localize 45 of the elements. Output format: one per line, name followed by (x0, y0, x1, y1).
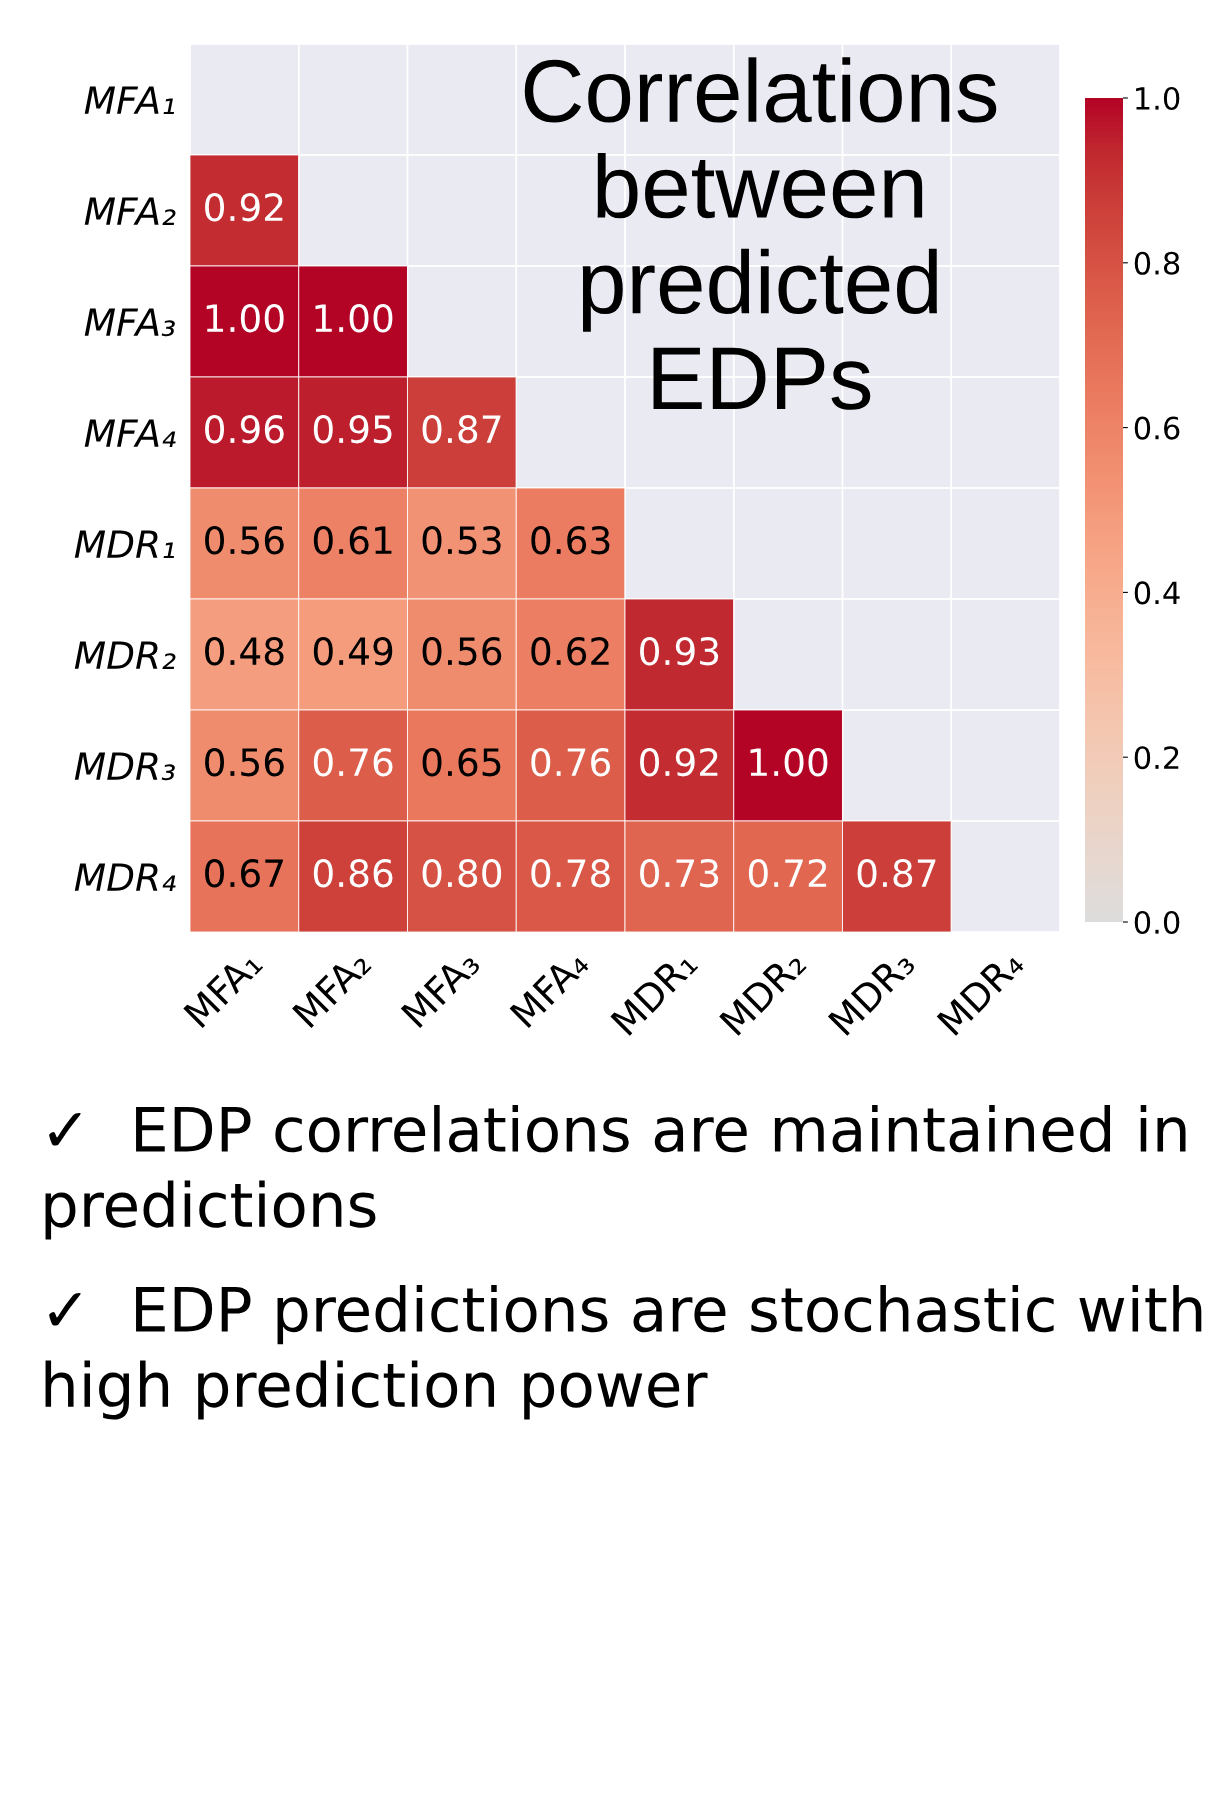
data-label: 0.76 (313, 748, 393, 777)
data-label: 0.92 (205, 193, 283, 222)
data-label: 0.87 (422, 415, 501, 444)
y-tick-label: MFA₂ (84, 197, 176, 225)
color-bar-label: 0.0 (1134, 910, 1180, 935)
text: Correlations between predicted EDPs (524, 57, 997, 410)
data-label: 1.00 (206, 304, 284, 333)
data-label: 0.92 (640, 748, 718, 777)
data-label: 0.76 (531, 748, 611, 777)
y-tick-label: MFA₃ (84, 308, 175, 337)
color-bar-label: 0.6 (1134, 416, 1180, 440)
data-label: 0.78 (531, 859, 610, 888)
data-label: 0.56 (205, 526, 284, 555)
y-tick-label: MFA₁ (84, 86, 175, 114)
data-label: 1.00 (750, 748, 828, 777)
data-label: 0.62 (531, 637, 609, 666)
data-label: 0.56 (422, 637, 502, 666)
color-bar-label: 0.2 (1134, 746, 1179, 770)
y-tick-label: MDR₄ (74, 863, 176, 891)
y-tick-label: MDR₃ (74, 752, 175, 781)
data-label: 0.87 (857, 859, 936, 888)
data-label: 0.61 (313, 526, 392, 555)
color-bar-label: 1.0 (1136, 86, 1180, 111)
data-label: 0.49 (313, 637, 393, 666)
data-label: 1.00 (315, 304, 393, 333)
text: ✓ EDP correlations are maintained in predictions (45, 1105, 1186, 1240)
text: ✓ EDP predictions are stochastic with high prediction power (45, 1285, 1202, 1420)
data-label: 0.72 (748, 859, 827, 888)
data-label: 0.86 (313, 859, 393, 888)
data-label: 0.93 (640, 637, 719, 666)
data-label: 0.56 (205, 748, 284, 777)
data-label: 0.73 (640, 859, 719, 888)
data-label: 0.65 (422, 748, 501, 777)
data-label: 0.95 (313, 415, 392, 444)
data-label: 0.67 (205, 859, 283, 888)
y-tick-label: MDR₁ (74, 530, 175, 558)
data-label: 0.80 (422, 859, 502, 888)
color-bar-label: 0.8 (1134, 251, 1180, 275)
y-tick-label: MDR₂ (74, 641, 176, 669)
data-label: 0.96 (205, 415, 284, 444)
data-label: 0.63 (531, 526, 610, 555)
data-label: 0.53 (422, 526, 501, 555)
y-tick-label: MFA₄ (84, 419, 176, 447)
color-bar-label: 0.4 (1134, 581, 1180, 605)
data-label: 0.48 (205, 637, 284, 666)
